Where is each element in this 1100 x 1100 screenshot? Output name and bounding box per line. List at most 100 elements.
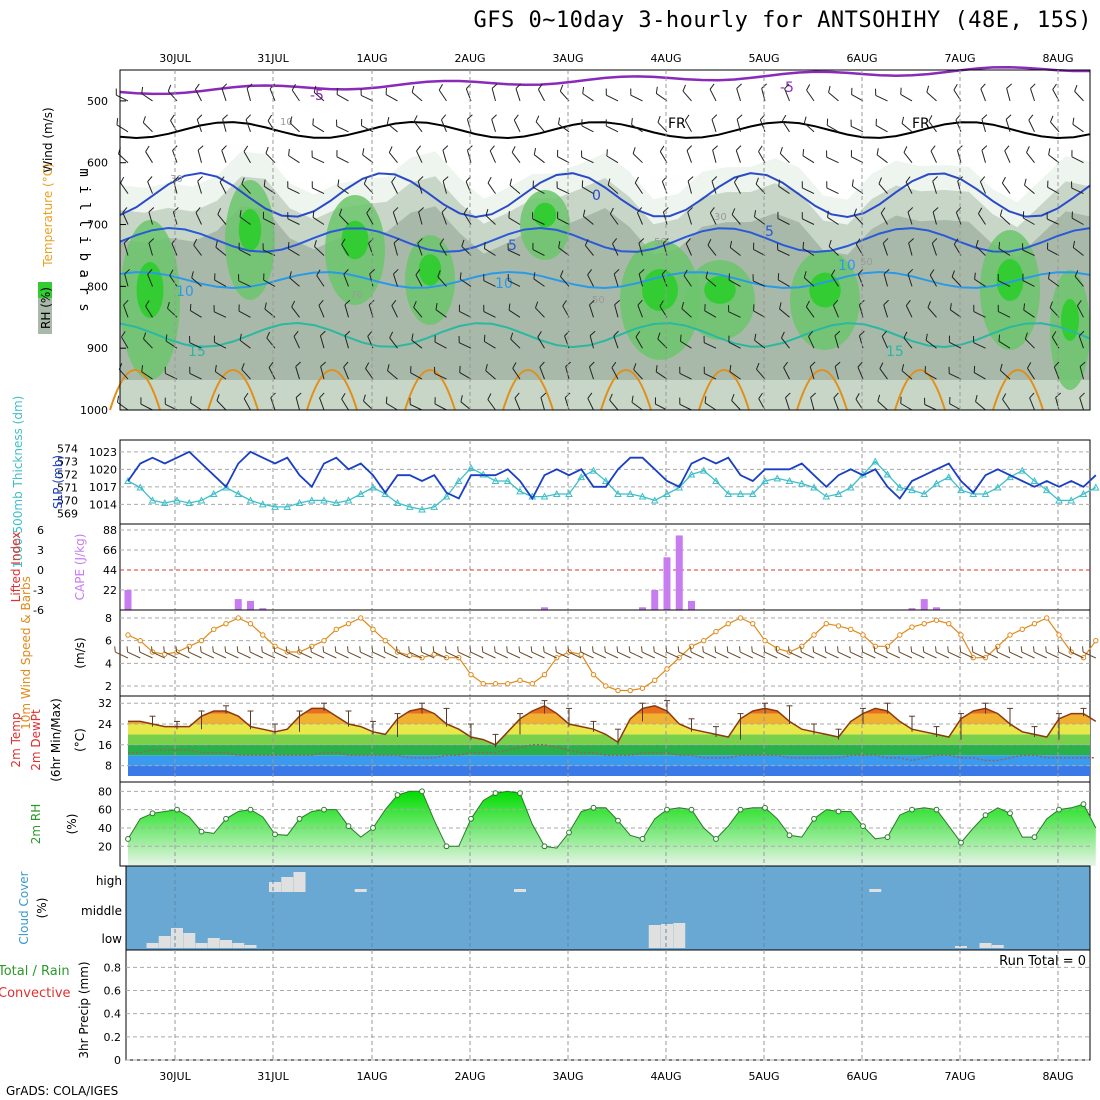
wind-barb: [508, 211, 521, 225]
rh-point: [517, 790, 523, 797]
surface-wind-barb: [322, 646, 337, 659]
wind-speed-point: [247, 620, 254, 627]
wind-barb-flag: [1074, 270, 1079, 277]
surface-barb-flag: [175, 646, 178, 653]
wind-barb-shaft: [1053, 366, 1060, 380]
surface-barb-shaft: [1021, 651, 1035, 659]
wind-barb-flag: [659, 145, 665, 152]
thickness-point: [234, 489, 243, 497]
wind-barb-shaft: [831, 275, 839, 287]
surface-wind-barb: [935, 646, 950, 659]
surface-wind-barb: [873, 646, 888, 659]
wind-barb-flag: [489, 145, 495, 152]
wind-barb: [882, 238, 889, 256]
date-label-top: 8AUG: [1042, 52, 1073, 65]
surface-barb-shaft: [556, 651, 570, 659]
wind-barb-shaft: [413, 121, 423, 133]
rh-contour-label: 50: [592, 295, 605, 306]
wind-barb-flag: [458, 335, 460, 343]
wind-barb-shaft: [638, 273, 643, 287]
wind-barb: [973, 335, 986, 349]
rh-point: [884, 834, 891, 841]
wind-barb-shaft: [804, 122, 815, 133]
wind-barb: [485, 363, 496, 380]
wind-barb-shaft: [834, 335, 839, 349]
thickness-point: [822, 492, 831, 500]
wind-barb-shaft: [483, 280, 496, 287]
wind-barb-shaft: [973, 372, 986, 380]
wind-barb-flag: [416, 145, 422, 152]
surface-wind-barb: [837, 646, 852, 659]
wind-barb: [1050, 115, 1060, 133]
wind-barb: [1026, 146, 1035, 164]
surface-barb-flag: [726, 646, 729, 653]
thickness-point: [307, 496, 316, 504]
wind-barb-shaft: [733, 181, 741, 194]
wind-barb-flag: [441, 114, 447, 121]
cloud-bar-low: [979, 943, 992, 948]
wind-barb: [753, 210, 766, 225]
wind-barb-flag: [221, 145, 227, 151]
wind-barb: [803, 271, 815, 287]
wind-barb: [557, 211, 570, 225]
wind-barb-flag: [539, 361, 545, 368]
wind-barb: [243, 392, 251, 411]
wind-barb: [605, 119, 619, 133]
wind-barb: [607, 178, 619, 194]
cape-bar: [663, 557, 671, 610]
wind-barb-flag: [655, 86, 658, 94]
wind-barb-flag: [634, 176, 639, 184]
wind-barb-shaft: [197, 150, 202, 163]
thickness-point: [197, 496, 206, 504]
wind-barb-flag: [410, 366, 412, 373]
rh-max-patch: [418, 254, 442, 286]
wind-barb-shaft: [145, 151, 153, 163]
wind-barb-flag: [115, 88, 117, 96]
wind-barb-flag: [411, 333, 414, 341]
wind-barb-flag: [1071, 211, 1073, 219]
wind-barb-flag: [508, 303, 511, 311]
wind-barb-shaft: [439, 243, 447, 256]
wind-barb: [802, 149, 815, 164]
thickness-tick: 570: [57, 494, 78, 507]
wind-barb-flag: [189, 366, 191, 374]
wind-barb-flag: [929, 269, 935, 276]
surface-barb-flag: [947, 646, 949, 653]
wind-barb-flag: [459, 272, 462, 280]
wind-barb: [510, 332, 521, 349]
wind-barb-flag: [975, 239, 979, 247]
wind-barb-shaft: [661, 274, 668, 287]
surface-wind-barb: [726, 646, 741, 659]
surface-barb-shaft: [409, 651, 423, 659]
wind-barb-shaft: [533, 154, 545, 164]
wind-barb-shaft: [834, 366, 839, 380]
cloud-bar-low: [207, 938, 220, 948]
wind-barb: [633, 363, 643, 380]
upper-air-frame: [119, 69, 1091, 411]
wind-barb-flag: [485, 209, 489, 216]
wind-barb: [728, 273, 741, 287]
wind-barb-flag: [728, 273, 730, 281]
wind-barb-shaft: [148, 242, 153, 256]
wind-barb-flag: [951, 270, 955, 278]
surface-wind-barb: [359, 646, 374, 659]
precip-unit-label: 3hr Precip (mm): [77, 961, 91, 1058]
cloud-bar-high: [281, 877, 294, 892]
wind-barb-flag: [777, 243, 779, 251]
cape-tick: 22: [103, 584, 117, 597]
cloud-tier-label: high: [96, 874, 122, 888]
wind-barb-shaft: [828, 92, 839, 102]
wind-barb: [222, 114, 228, 132]
wind-speed-point: [529, 681, 535, 687]
li-tick: 3: [37, 544, 44, 557]
surface-barb-flag: [249, 646, 251, 653]
wind-barb-shaft: [729, 247, 741, 256]
wind-barb: [1022, 273, 1035, 287]
wind-barb: [905, 176, 913, 194]
wind-speed-point: [272, 643, 278, 650]
wind-barb: [238, 304, 251, 318]
wind-barb-flag: [465, 83, 472, 90]
rh-max-patch: [238, 209, 262, 251]
wind-barb-shaft: [931, 243, 937, 256]
wind-barb-flag: [711, 176, 718, 182]
